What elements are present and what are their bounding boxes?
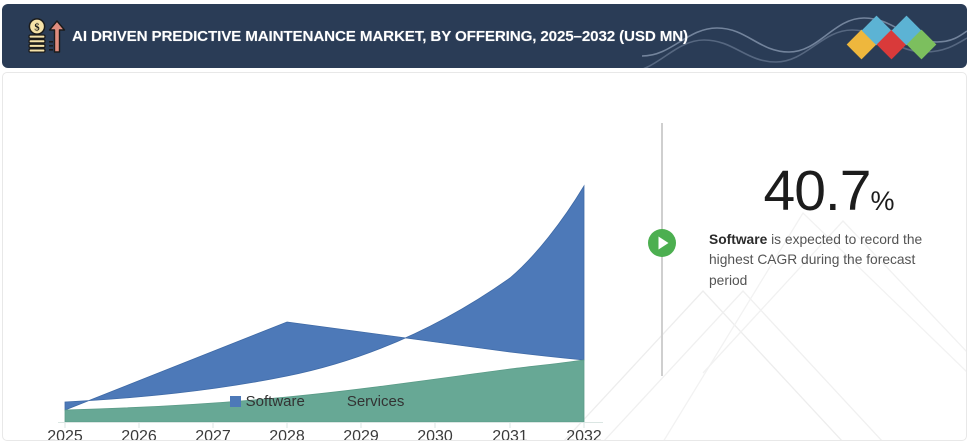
area-chart-svg: [58, 184, 603, 428]
page-title: AI DRIVEN PREDICTIVE MAINTENANCE MARKET,…: [72, 27, 688, 45]
x-tick-2029: 2029: [343, 428, 379, 441]
header-bar: $ AI DRIVEN PREDICTIVE MAINTENANCE MARKE…: [2, 4, 967, 68]
legend-item-software[interactable]: Software: [229, 393, 305, 410]
x-tick-2027: 2027: [195, 428, 231, 441]
legend-label-software: Software: [245, 393, 305, 410]
area-series-software: [64, 184, 585, 411]
x-tick-2032: 2032: [566, 428, 602, 441]
svg-text:$: $: [34, 23, 39, 34]
coins-growth-arrow-icon: $: [28, 18, 66, 53]
cagr-description: Software is expected to record the highe…: [709, 230, 949, 291]
area-chart: 2025 2026 2027 2028 2029 2030 2031 2032 …: [3, 73, 631, 441]
x-tick-2031: 2031: [492, 428, 528, 441]
diamond-green: [906, 29, 937, 60]
play-circle-icon[interactable]: [647, 228, 677, 258]
cagr-insight-block: 40.7 % Software is expected to record th…: [709, 163, 949, 291]
legend-item-services[interactable]: Services: [330, 393, 405, 410]
x-tick-2026: 2026: [121, 428, 157, 441]
cagr-description-highlight: Software: [709, 232, 768, 247]
x-tick-2028: 2028: [269, 428, 305, 441]
x-tick-2030: 2030: [417, 428, 453, 441]
x-tick-2025: 2025: [47, 428, 83, 441]
cagr-value: 40.7: [763, 159, 872, 223]
cagr-percent-symbol: %: [870, 186, 895, 216]
legend-swatch-software: [229, 396, 241, 407]
area-series-services: [64, 359, 585, 423]
legend-label-services: Services: [346, 393, 405, 410]
cagr-description-text: is expected to record the highest CAGR d…: [709, 232, 923, 288]
content-panel: 2025 2026 2027 2028 2029 2030 2031 2032 …: [2, 72, 967, 441]
diamond-cluster-decoration: [846, 15, 937, 60]
chart-legend: Software Services: [3, 393, 631, 410]
cagr-value-row: 40.7 %: [709, 163, 949, 220]
legend-swatch-services: [330, 396, 342, 407]
